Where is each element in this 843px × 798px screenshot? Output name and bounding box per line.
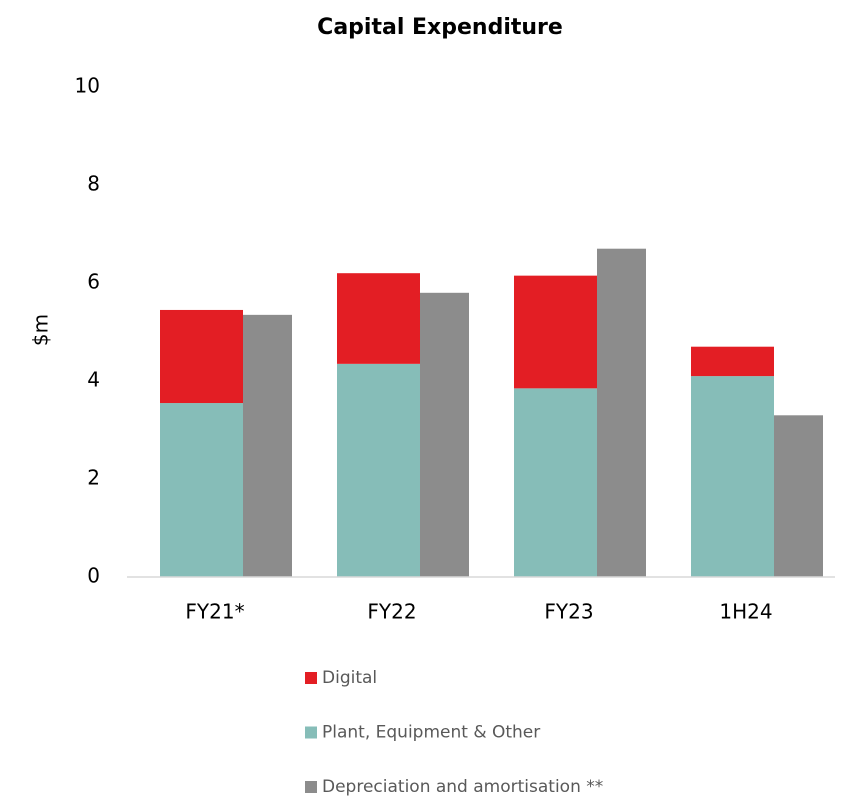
bar-segment [337,273,420,364]
bar-segment [514,388,597,577]
chart-title: Capital Expenditure [317,15,563,40]
legend-swatch [305,672,317,684]
y-tick-label: 2 [87,466,100,490]
x-tick-label: 1H24 [719,600,772,624]
x-tick-label: FY23 [544,600,593,624]
y-tick-label: 10 [75,74,100,98]
y-tick-label: 6 [87,270,100,294]
y-tick-label: 4 [87,368,100,392]
bar-segment [597,248,646,577]
x-tick-label: FY21* [185,600,244,624]
legend-label: Plant, Equipment & Other [322,723,540,743]
bar-segment [420,292,469,577]
bar-segment [243,314,292,577]
y-tick-label: 0 [87,564,100,588]
legend-label: Digital [322,668,377,688]
legend-label: Depreciation and amortisation ** [322,777,603,797]
legend-swatch [305,781,317,793]
x-tick-label: FY22 [367,600,416,624]
bar-segment [337,363,420,577]
y-tick-label: 8 [87,172,100,196]
bar-segment [691,376,774,577]
bar-segment [160,403,243,577]
bar-segment [160,309,243,404]
legend-swatch [305,726,317,739]
y-axis-label: $m [29,314,53,346]
bar-segment [774,415,823,577]
bar-segment [691,346,774,377]
bar-segment [514,275,597,389]
